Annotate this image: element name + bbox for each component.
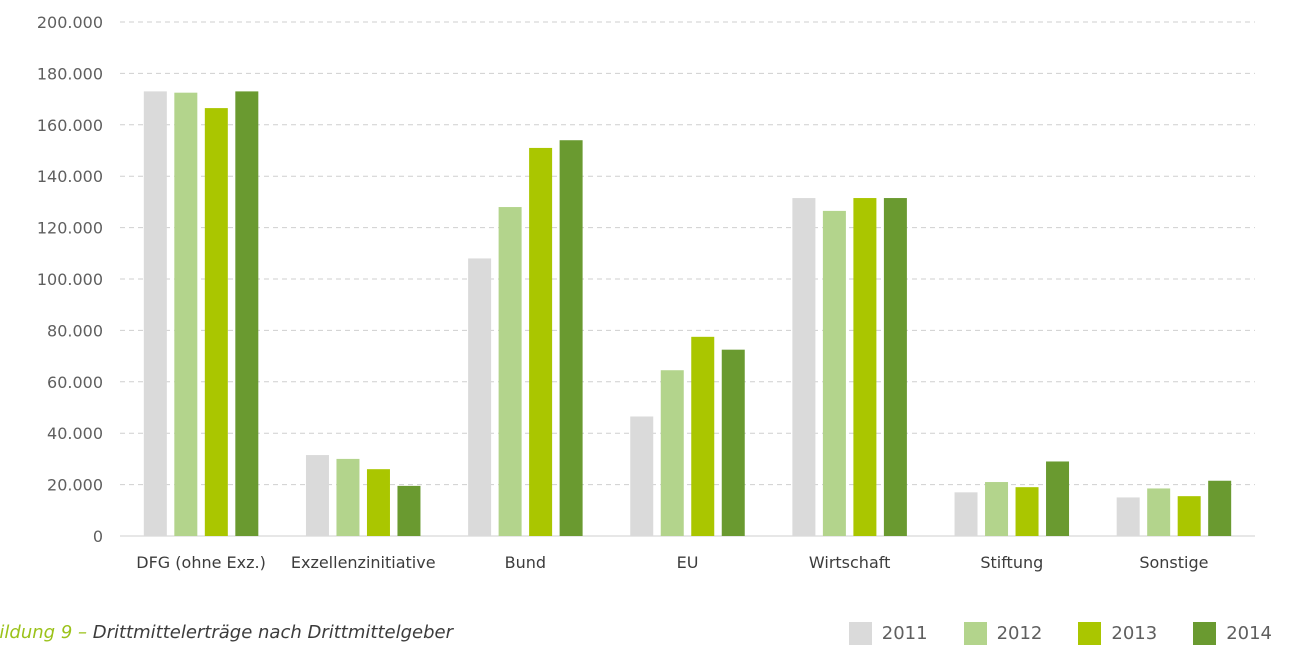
legend-swatch <box>848 622 872 645</box>
x-tick-label: Stiftung <box>980 553 1043 572</box>
x-tick-label: EU <box>677 553 699 572</box>
caption-prefix: bildung 9 – <box>0 622 87 643</box>
caption-text: Drittmittelerträge nach Drittmittelgeber <box>87 622 453 643</box>
bar <box>822 210 846 536</box>
bar <box>853 198 877 537</box>
legend-swatch <box>963 622 987 645</box>
y-tick-label: 120.000 <box>37 219 103 238</box>
bar <box>660 370 684 536</box>
bar <box>366 469 390 536</box>
legend-label: 2014 <box>1226 623 1272 644</box>
y-tick-label: 60.000 <box>47 373 103 392</box>
legend-label: 2011 <box>881 623 928 644</box>
bar <box>204 108 228 536</box>
bar <box>235 91 259 536</box>
legend-item: 2012 <box>963 622 1043 645</box>
bar <box>1046 461 1070 536</box>
bar <box>883 198 907 537</box>
bar <box>1208 480 1232 536</box>
bar <box>529 147 553 536</box>
legend-label: 2013 <box>1111 623 1158 644</box>
bar <box>954 492 978 536</box>
bar <box>559 140 583 536</box>
bar <box>468 258 492 536</box>
legend-item: 2013 <box>1078 622 1157 645</box>
bar <box>143 91 167 536</box>
figure-caption: bildung 9 – Drittmittelerträge nach Drit… <box>0 622 453 643</box>
bar <box>397 485 421 536</box>
legend-swatch <box>1078 622 1102 645</box>
y-tick-label: 80.000 <box>47 321 103 340</box>
y-tick-label: 140.000 <box>37 167 103 186</box>
bar <box>985 482 1009 536</box>
y-tick-label: 40.000 <box>47 424 103 443</box>
x-tick-label: Sonstige <box>1139 553 1208 572</box>
x-tick-label: DFG (ohne Exz.) <box>136 553 266 572</box>
bar <box>630 416 654 536</box>
bar <box>174 92 198 537</box>
y-tick-label: 0 <box>93 527 103 546</box>
x-tick-label: Exzellenzinitiative <box>291 553 436 572</box>
bar <box>1147 488 1171 536</box>
bar <box>336 458 360 536</box>
bar <box>1015 487 1039 536</box>
bar <box>691 336 715 536</box>
y-tick-label: 100.000 <box>37 270 103 289</box>
bar <box>498 207 522 537</box>
legend: 2011 2012 2013 2014 <box>813 622 1272 645</box>
bar <box>792 198 816 537</box>
x-tick-label: Wirtschaft <box>809 553 890 572</box>
bar <box>305 455 329 536</box>
chart-svg: 0 20.000 40.000 60.000 80.000 100.000 120.000 1… <box>37 13 1255 572</box>
bar <box>1177 496 1201 536</box>
bar-chart: 0 20.000 40.000 60.000 80.000 100.000 120.000 1… <box>37 13 1255 572</box>
y-tick-label: 180.000 <box>37 64 103 83</box>
y-tick-label: 200.000 <box>37 13 103 32</box>
y-tick-label: 20.000 <box>47 476 103 495</box>
legend-item: 2011 <box>848 622 928 645</box>
legend-swatch <box>1193 622 1217 645</box>
bar <box>1116 497 1140 536</box>
x-tick-label: Bund <box>505 553 546 572</box>
legend-item: 2014 <box>1193 622 1272 645</box>
y-tick-label: 160.000 <box>37 116 103 135</box>
bar <box>721 349 745 536</box>
legend-label: 2012 <box>996 623 1043 644</box>
